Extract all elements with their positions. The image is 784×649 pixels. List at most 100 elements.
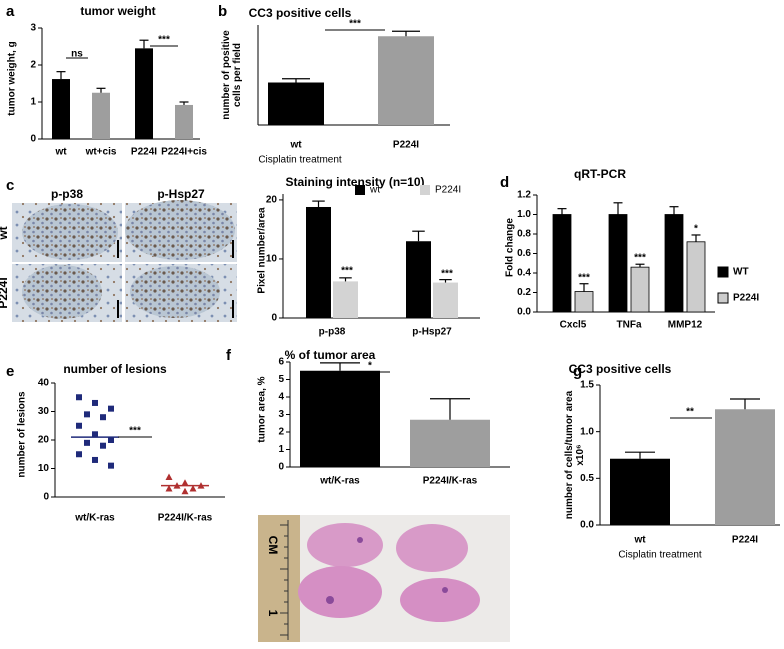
tumor-photo [258,515,510,642]
chart-title: % of tumor area [285,348,376,362]
data-point [84,439,90,446]
panel-letter: d [500,174,509,191]
legend-label: P224I [435,185,461,196]
data-point [84,411,90,418]
x-tick-label: P224I [393,140,419,151]
data-point [76,451,82,458]
y-tick-label: 0 [278,462,284,473]
y-tick-label: 2 [278,427,284,438]
data-point [100,442,106,449]
y-axis-label: number of lesions [16,391,28,478]
annotation: ** [686,407,694,418]
bar [333,281,358,318]
legend-label: P224I [733,293,759,304]
legend-swatch [717,266,729,278]
bar [300,370,380,467]
bar [378,36,434,125]
data-point [108,405,114,412]
y-tick-label: 1.2 [517,190,531,201]
chart-title: CC3 positive cells [249,6,352,20]
y-tick-label: 0.6 [517,248,531,259]
y-tick-label: 1.0 [580,426,594,437]
x-tick-label: wt+cis [85,147,117,158]
bar [92,92,110,139]
bar [406,241,431,318]
chart-title: number of lesions [63,362,167,376]
annotation: *** [441,269,453,280]
bar [610,458,670,525]
y-tick-label: 3 [278,409,284,420]
x-tick-label: P224I/K-ras [158,513,213,524]
x-tick-label: MMP12 [668,320,703,331]
ruler-label: CM [266,536,280,555]
bar [135,48,153,139]
image-column-label: p-p38 [51,187,83,201]
annotation: *** [158,35,170,46]
data-point [181,479,189,486]
y-tick-label: 0.0 [517,307,531,318]
image-row-label: P224I [0,277,10,308]
y-tick-label: 0.5 [580,473,594,484]
data-point [76,394,82,401]
data-point [108,437,114,443]
data-point [189,484,197,492]
data-point [108,462,114,469]
data-point [92,431,98,438]
y-tick-label: 2 [30,60,36,71]
annotation: * [694,224,698,235]
annotation: ns [71,49,83,60]
panel-letter: b [218,3,227,20]
annotation: *** [578,273,590,284]
y-axis-label: tumor area, % [256,376,268,443]
chart-title: CC3 positive cells [569,362,672,376]
x-axis-label: Cisplatin treatment [258,155,342,166]
ruler-label: 1 [266,610,280,617]
x-axis-label: Cisplatin treatment [618,550,702,561]
y-axis-label: number of cells/tumor area x10⁶ [564,390,586,520]
legend-swatch [717,292,729,304]
bar [410,419,490,467]
annotation: * [368,361,372,372]
panel-letter: a [6,3,15,20]
bar [306,206,331,318]
bar [664,214,684,313]
y-tick-label: 0 [43,492,49,503]
y-tick-label: 1 [278,444,284,455]
x-tick-label: P224I [131,147,157,158]
bar [715,409,775,525]
x-tick-label: wt [289,140,302,151]
bar [574,291,594,313]
chart-title: Staining intensity (n=10) [285,175,424,189]
y-tick-label: 0 [271,313,277,324]
bar [52,79,70,139]
y-tick-label: 30 [38,406,50,417]
x-tick-label: P224I [732,535,758,546]
y-axis-label: tumor weight, g [6,41,18,116]
data-point [165,484,173,492]
legend-swatch [355,185,365,195]
x-tick-label: TNFa [617,320,642,331]
data-point [165,473,173,481]
y-tick-label: 3 [30,23,36,34]
y-tick-label: 4 [278,392,284,403]
x-tick-label: P224I/K-ras [423,476,478,487]
data-point [76,422,82,429]
x-tick-label: p-Hsp27 [412,327,452,338]
annotation: *** [341,266,353,277]
y-tick-label: 10 [38,463,50,474]
y-tick-label: 1 [30,97,36,108]
y-tick-label: 1.0 [517,209,531,220]
legend-label: WT [733,267,749,278]
chart-title: tumor weight [80,4,155,18]
data-point [181,487,189,495]
y-tick-label: 6 [278,357,284,368]
legend-swatch [420,185,430,195]
panel-letter: g [573,363,582,380]
y-axis-label: number of positive cells per field [221,30,243,120]
x-tick-label: wt [633,535,646,546]
panel-letter: c [6,177,14,194]
y-tick-label: 20 [38,435,50,446]
data-point [92,456,98,463]
